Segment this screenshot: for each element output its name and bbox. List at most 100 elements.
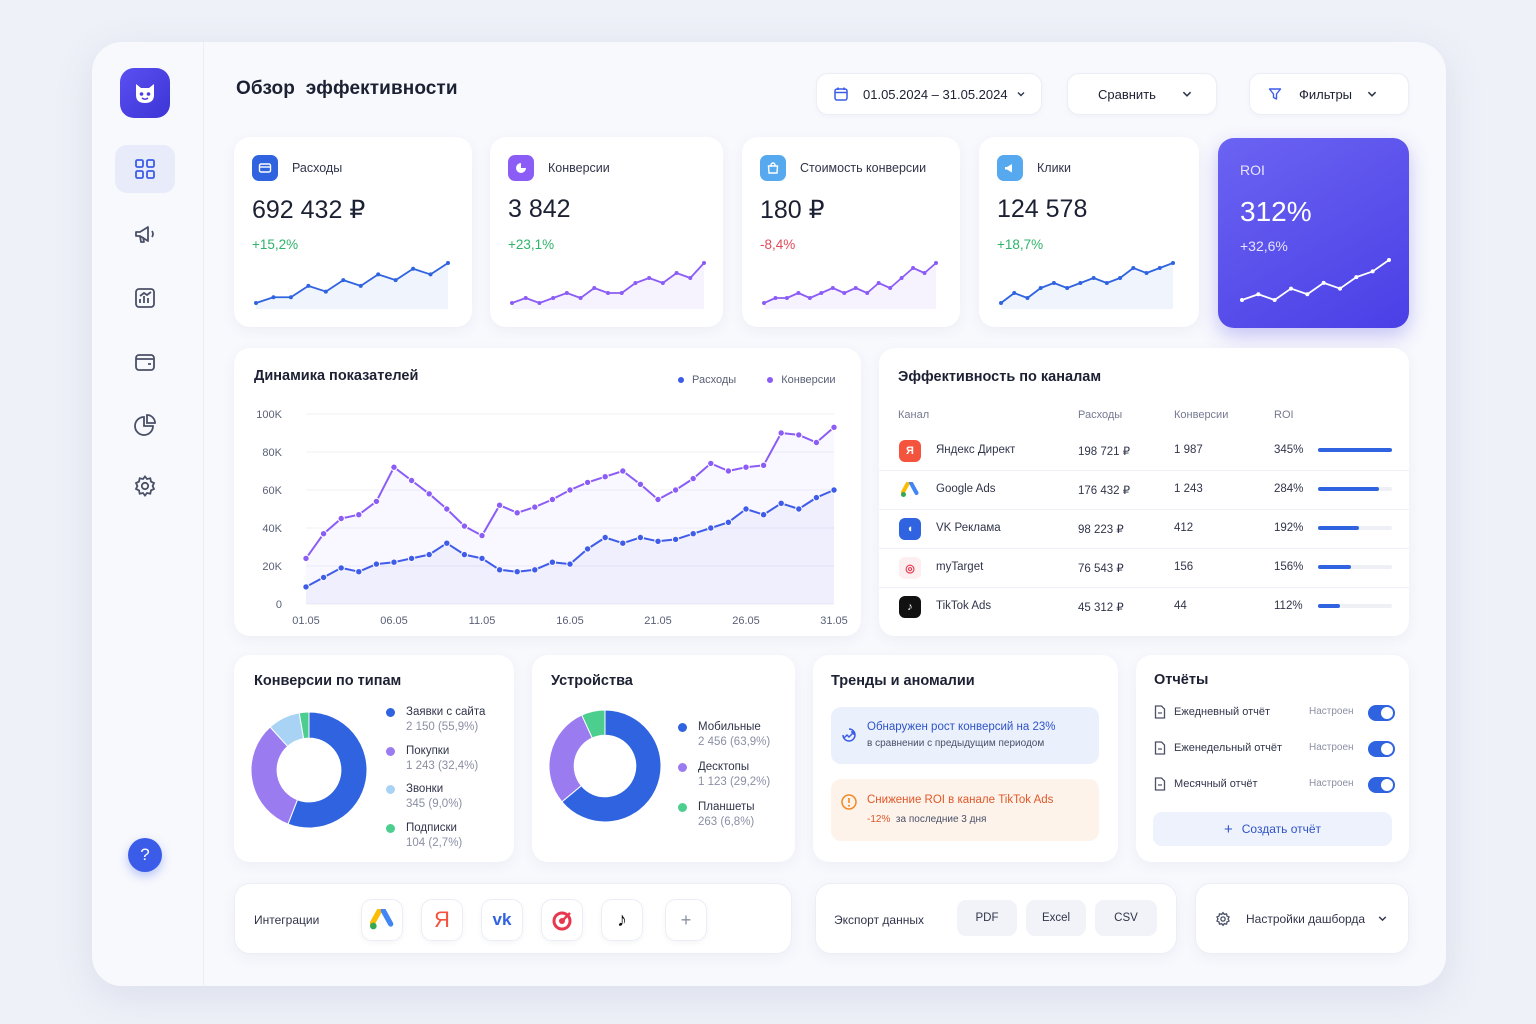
- growth-alert-subtitle: в сравнении с предыдущим периодом: [867, 738, 1045, 749]
- nav-campaigns[interactable]: [115, 210, 175, 258]
- sparkline-point: [393, 278, 398, 283]
- devices-title: Устройства: [551, 673, 633, 689]
- table-row[interactable]: ◎ myTarget 76 543 ₽ 156 156%: [879, 550, 1409, 588]
- nav-reports[interactable]: [115, 401, 175, 449]
- sparkline-area: [512, 263, 704, 309]
- data-point: [583, 478, 592, 487]
- sparkline-point: [592, 286, 597, 290]
- compare-label: Сравнить: [1098, 86, 1156, 102]
- report-toggle[interactable]: [1368, 705, 1395, 721]
- data-point: [443, 505, 451, 513]
- sparkline-point: [1305, 292, 1310, 297]
- report-name: Ежедневный отчёт: [1174, 706, 1271, 718]
- report-toggle[interactable]: [1368, 741, 1395, 757]
- cat-logo-icon: [136, 84, 154, 103]
- kpi-sparkline: [999, 261, 1175, 309]
- export-csv-button[interactable]: CSV: [1095, 900, 1157, 936]
- data-point: [601, 473, 609, 481]
- report-row-monthly[interactable]: Месячный отчёт Настроен: [1154, 776, 1395, 796]
- roi-bar: [1318, 604, 1392, 608]
- help-button[interactable]: ?: [128, 838, 162, 872]
- sparkline-point: [773, 296, 778, 300]
- kpi-card-spend[interactable]: Расходы 692 432 ₽ +15,2%: [234, 137, 472, 327]
- data-point: [601, 533, 609, 542]
- filters-dropdown[interactable]: Фильтры: [1249, 73, 1409, 115]
- legend-item: Мобильные 2 456 (63,9%): [678, 720, 770, 750]
- sparkline-point: [1025, 296, 1030, 300]
- legend-label: Заявки с сайта: [406, 706, 486, 718]
- sparkline-area: [256, 263, 448, 309]
- data-point: [355, 511, 363, 519]
- kpi-card-conversions[interactable]: Конверсии 3 842 +23,1%: [490, 137, 723, 327]
- donut-slice: [298, 711, 310, 740]
- table-row[interactable]: Я Яндекс Директ 198 721 ₽ 1 987 345%: [879, 433, 1409, 471]
- wallet-icon: [135, 354, 155, 371]
- dashboard-settings-dropdown[interactable]: Настройки дашборда: [1195, 883, 1409, 954]
- dashboard-icon: [135, 159, 155, 179]
- sparkline-point: [762, 301, 766, 305]
- legend-label: Подписки: [406, 822, 457, 834]
- nav-wallet[interactable]: [115, 338, 175, 386]
- growth-alert[interactable]: Обнаружен рост конверсий на 23% в сравне…: [831, 707, 1099, 764]
- chevron-down-icon: [1182, 91, 1192, 97]
- sparkline-point: [564, 291, 569, 295]
- y-tick-label: 40K: [262, 523, 282, 535]
- data-point: [478, 554, 486, 563]
- report-row-daily[interactable]: Ежедневный отчёт Настроен: [1154, 704, 1395, 724]
- compare-dropdown[interactable]: Сравнить: [1067, 73, 1217, 115]
- data-point: [812, 493, 821, 502]
- channel-name: Яндекс Директ: [936, 444, 1016, 456]
- sparkline-point: [537, 301, 542, 305]
- roi-bar: [1318, 487, 1392, 491]
- roi-bar-fill: [1318, 448, 1392, 452]
- reports-title: Отчёты: [1154, 672, 1209, 688]
- sparkline-point: [999, 301, 1003, 305]
- x-tick-label: 31.05: [820, 615, 848, 627]
- roi-drop-delta: -12%: [867, 814, 891, 825]
- export-pdf-button[interactable]: PDF: [957, 900, 1017, 936]
- chevron-down-icon: [1378, 916, 1387, 922]
- create-report-button[interactable]: + Создать отчёт: [1153, 812, 1392, 846]
- sparkline-point: [578, 296, 583, 300]
- table-row[interactable]: Google Ads 176 432 ₽ 1 243 284%: [879, 472, 1409, 510]
- kpi-card-cost-per-conversion[interactable]: Стоимость конверсии 180 ₽ -8,4%: [742, 137, 960, 327]
- x-tick-label: 21.05: [644, 615, 672, 627]
- vk-icon[interactable]: vk: [481, 899, 523, 941]
- nav-settings[interactable]: [115, 462, 175, 510]
- app-logo[interactable]: [120, 68, 170, 118]
- kpi-card-roi[interactable]: ROI 312% +32,6%: [1218, 138, 1409, 328]
- roi-drop-alert[interactable]: Снижение ROI в канале TikTok Ads -12% за…: [831, 779, 1099, 841]
- data-point: [372, 497, 381, 506]
- data-point: [636, 533, 645, 542]
- yandex-icon[interactable]: Я: [421, 899, 463, 941]
- table-row[interactable]: ♪ TikTok Ads 45 312 ₽ 44 112%: [879, 589, 1409, 627]
- x-tick-label: 26.05: [732, 615, 760, 627]
- report-row-weekly[interactable]: Еженедельный отчёт Настроен: [1154, 740, 1395, 760]
- nav-dashboard[interactable]: [115, 145, 175, 193]
- sparkline-point: [911, 266, 916, 270]
- sparkline-point: [922, 271, 927, 275]
- nav-analytics[interactable]: [115, 274, 175, 322]
- sparkline-point: [1144, 271, 1149, 275]
- data-point: [337, 564, 345, 572]
- add-integration-button[interactable]: +: [665, 899, 707, 941]
- sparkline-point: [853, 286, 858, 290]
- export-excel-button[interactable]: Excel: [1026, 900, 1086, 936]
- dashboard-settings-label: Настройки дашборда: [1246, 911, 1366, 926]
- google-ads-icon: [899, 479, 921, 501]
- kpi-card-clicks[interactable]: Клики 124 578 +18,7%: [979, 137, 1199, 327]
- date-range-value: 01.05.2024 – 31.05.2024: [863, 86, 1008, 102]
- report-toggle[interactable]: [1368, 777, 1395, 793]
- google-ads-icon[interactable]: [361, 899, 403, 941]
- mytarget-icon[interactable]: [541, 899, 583, 941]
- data-point: [407, 554, 416, 563]
- table-row[interactable]: ◖ VK Реклама 98 223 ₽ 412 192%: [879, 511, 1409, 549]
- data-point: [548, 558, 557, 566]
- megaphone-icon: [997, 155, 1023, 181]
- data-point: [390, 558, 398, 566]
- calendar-icon: [834, 87, 848, 101]
- data-point: [513, 568, 521, 576]
- tiktok-icon[interactable]: ♪: [601, 899, 643, 941]
- sparkline-line: [255, 262, 449, 304]
- date-range-picker[interactable]: 01.05.2024 – 31.05.2024: [816, 73, 1042, 115]
